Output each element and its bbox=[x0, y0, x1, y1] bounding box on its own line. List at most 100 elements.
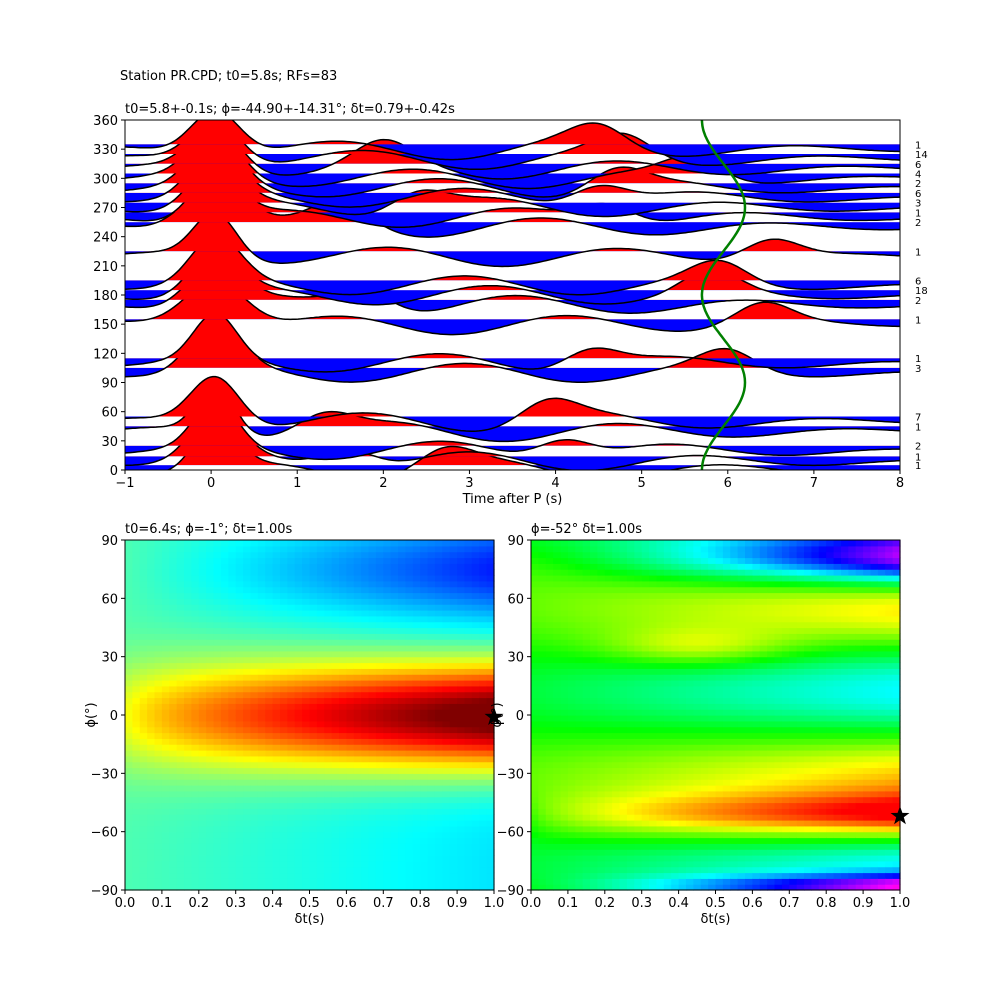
heatmap-cell bbox=[361, 820, 370, 827]
heatmap-cell bbox=[678, 709, 687, 716]
heatmap-cell bbox=[279, 656, 288, 664]
heatmap-cell bbox=[243, 604, 252, 611]
heatmap-cell bbox=[272, 738, 281, 745]
heatmap-cell bbox=[294, 557, 303, 564]
heatmap-cell bbox=[257, 680, 266, 687]
heatmap-cell bbox=[597, 563, 606, 570]
heatmap-cell bbox=[560, 872, 569, 879]
heatmap-cell bbox=[597, 872, 606, 879]
heatmap-cell bbox=[693, 540, 702, 547]
heatmap-cell bbox=[700, 849, 709, 856]
heatmap-cell bbox=[656, 878, 665, 885]
heatmap-cell bbox=[309, 633, 318, 640]
heatmap-cell bbox=[575, 633, 584, 640]
heatmap-cell bbox=[626, 580, 635, 588]
heatmap-cell bbox=[206, 627, 215, 634]
heatmap-cell bbox=[176, 820, 185, 827]
heatmap-cell bbox=[198, 604, 207, 611]
heatmap-cell bbox=[619, 674, 628, 681]
heatmap-cell bbox=[700, 580, 709, 588]
heatmap-cell bbox=[604, 831, 613, 839]
heatmap-cell bbox=[479, 720, 488, 728]
heatmap-cell bbox=[449, 825, 458, 833]
heatmap-cell bbox=[375, 656, 384, 664]
heatmap-cell bbox=[545, 761, 554, 769]
heatmap-cell bbox=[531, 656, 539, 664]
heatmap-cell bbox=[324, 878, 333, 885]
heatmap-cell bbox=[442, 569, 451, 576]
heatmap-cell bbox=[471, 604, 480, 611]
heatmap-cell bbox=[745, 715, 753, 722]
trace-count-label: 3 bbox=[915, 364, 921, 375]
heatmap-cell bbox=[538, 621, 547, 629]
heatmap-cell bbox=[257, 884, 266, 891]
heatmap-cell bbox=[545, 621, 554, 629]
heatmap-cell bbox=[597, 604, 606, 611]
heatmap-cell bbox=[590, 545, 599, 553]
heatmap-cell bbox=[427, 825, 436, 833]
heatmap-cell bbox=[479, 604, 488, 611]
heatmap-cell bbox=[346, 802, 355, 809]
heatmap-cell bbox=[132, 639, 141, 646]
heatmap-cell bbox=[184, 767, 193, 774]
heatmap-cell bbox=[486, 843, 495, 850]
heatmap-cell bbox=[302, 615, 311, 623]
heatmap-cell bbox=[752, 808, 761, 815]
heatmap-cell bbox=[626, 680, 635, 687]
heatmap-cell bbox=[442, 808, 451, 815]
heatmap-cell bbox=[390, 598, 399, 605]
heatmap-cell bbox=[575, 639, 584, 646]
heatmap-cell bbox=[169, 557, 178, 564]
heatmap-cell bbox=[730, 615, 739, 623]
heatmap-cell bbox=[730, 545, 739, 553]
heatmap-cell bbox=[331, 697, 340, 704]
heatmap-cell bbox=[294, 650, 303, 658]
heatmap-cell bbox=[368, 680, 377, 687]
heatmap-cell bbox=[368, 779, 377, 786]
heatmap-cell bbox=[235, 650, 244, 658]
heatmap-cell bbox=[353, 767, 362, 774]
heatmap-cell bbox=[737, 650, 746, 658]
heatmap-cell bbox=[649, 627, 658, 634]
heatmap-cell bbox=[228, 820, 237, 827]
heatmap-cell bbox=[375, 604, 384, 611]
heatmap-cell bbox=[486, 808, 495, 815]
heatmap-cell bbox=[678, 814, 687, 821]
heatmap-cell bbox=[257, 866, 266, 874]
heatmap-cell bbox=[745, 720, 753, 728]
heatmap-cell bbox=[582, 709, 591, 716]
heatmap-cell bbox=[663, 650, 672, 658]
heatmap-cell bbox=[531, 685, 539, 693]
heatmap-cell bbox=[294, 779, 303, 786]
heatmap-cell bbox=[198, 860, 207, 868]
trace-positive-fill bbox=[125, 182, 900, 223]
heatmap-cell bbox=[161, 720, 170, 728]
heatmap-cell bbox=[302, 540, 311, 547]
heatmap-cell bbox=[361, 785, 370, 792]
heatmap-cell bbox=[730, 586, 739, 594]
heatmap-cell bbox=[294, 598, 303, 605]
heatmap-cell bbox=[184, 860, 193, 868]
heatmap-cell bbox=[287, 650, 296, 658]
heatmap-cell bbox=[331, 855, 340, 862]
trace-positive-fill bbox=[125, 212, 900, 252]
heatmap-cell bbox=[279, 709, 288, 716]
heatmap-cell bbox=[597, 825, 606, 833]
heatmap-cell bbox=[294, 563, 303, 570]
heatmap-cell bbox=[464, 604, 473, 611]
heatmap-cell bbox=[390, 709, 399, 716]
heatmap-cell bbox=[361, 884, 370, 891]
heatmap-cell bbox=[464, 615, 473, 623]
heatmap-cell bbox=[368, 796, 377, 804]
heatmap-cell bbox=[634, 761, 643, 769]
heatmap-cell bbox=[184, 545, 193, 553]
heatmap-cell bbox=[590, 802, 599, 809]
heatmap-cell bbox=[139, 884, 148, 891]
heatmap-cell bbox=[235, 674, 244, 681]
heatmap-cell bbox=[641, 837, 650, 844]
heatmap-cell bbox=[147, 551, 156, 559]
heatmap-cell bbox=[398, 884, 407, 891]
heatmap-cell bbox=[243, 563, 252, 570]
heatmap-cell bbox=[287, 808, 296, 815]
heatmap-cell bbox=[434, 843, 443, 850]
